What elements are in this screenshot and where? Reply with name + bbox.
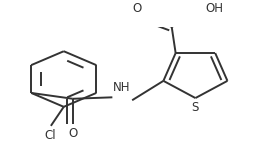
Text: S: S bbox=[192, 101, 199, 114]
Text: NH: NH bbox=[113, 81, 131, 94]
Text: O: O bbox=[68, 127, 77, 140]
Text: Cl: Cl bbox=[44, 129, 56, 142]
Text: OH: OH bbox=[205, 2, 223, 15]
Text: O: O bbox=[133, 2, 142, 15]
